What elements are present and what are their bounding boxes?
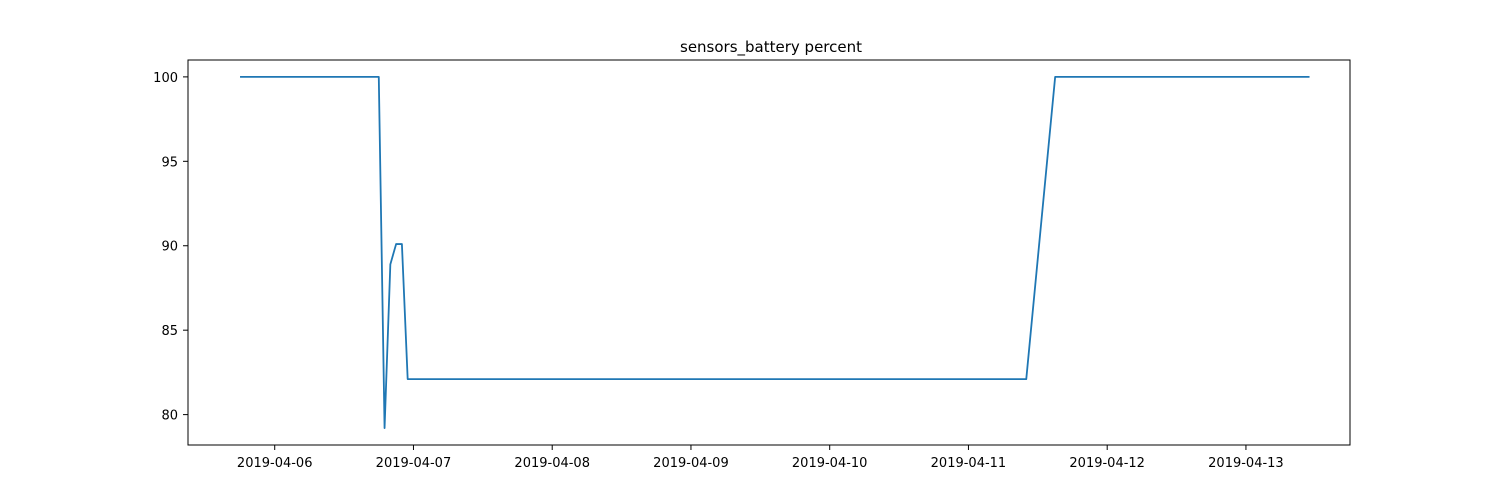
series-line-0 [240,75,1310,430]
y-tick-label: 85 [161,324,178,339]
chart-title: sensors_battery percent [680,38,862,57]
x-tick-label: 2019-04-11 [931,456,1007,471]
x-tick-label: 2019-04-10 [792,456,868,471]
y-tick-label: 100 [153,71,178,86]
y-tick-label: 95 [161,155,178,170]
y-tick-label: 90 [161,240,178,255]
plot-frame [187,59,1351,446]
x-tick-label: 2019-04-07 [376,456,452,471]
x-tick-label: 2019-04-06 [237,456,313,471]
x-tick-label: 2019-04-13 [1208,456,1284,471]
x-tick-label: 2019-04-09 [653,456,729,471]
x-tick-label: 2019-04-12 [1069,456,1145,471]
y-tick-label: 80 [161,409,178,424]
x-tick-label: 2019-04-08 [514,456,590,471]
